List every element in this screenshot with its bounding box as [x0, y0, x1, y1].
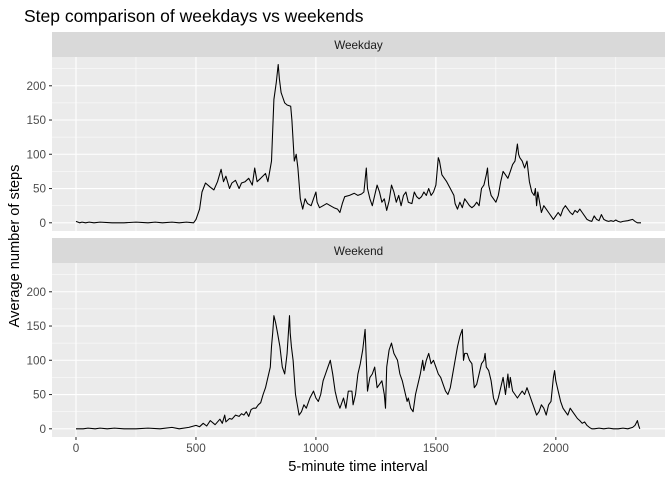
y-tick-label: 0: [39, 423, 46, 436]
x-tick-label: 2000: [543, 442, 570, 455]
y-tick-label: 100: [26, 148, 46, 161]
x-tick-label: 1500: [423, 442, 450, 455]
y-tick-label: 150: [26, 320, 46, 333]
y-tick-label: 200: [26, 286, 46, 299]
y-tick-label: 100: [26, 354, 46, 367]
x-axis-title: 5-minute time interval: [288, 459, 428, 475]
x-tick-label: 500: [186, 442, 206, 455]
y-axis-title: Average number of steps: [7, 165, 23, 328]
series-line-weekday: [75, 63, 641, 224]
y-tick-label: 0: [39, 217, 46, 230]
y-tick-label: 150: [26, 114, 46, 127]
x-tick-label: 0: [73, 442, 80, 455]
x-tick-label: 1000: [303, 442, 330, 455]
facet-strip-label: Weekday: [334, 39, 383, 52]
facet-panel-weekday: Weekday 0 50 100 150 200: [26, 32, 665, 231]
y-tick-label: 50: [33, 389, 47, 402]
facet-strip-label: Weekend: [334, 245, 383, 258]
panel-background: [52, 57, 665, 231]
panel-background: [52, 263, 665, 437]
facet-strip: [52, 238, 665, 263]
facet-strip: [52, 32, 665, 57]
y-tick-label: 200: [26, 80, 46, 93]
series-line-weekend: [76, 315, 641, 430]
chart-title: Step comparison of weekdays vs weekends: [24, 6, 364, 26]
y-tick-label: 50: [33, 183, 47, 196]
